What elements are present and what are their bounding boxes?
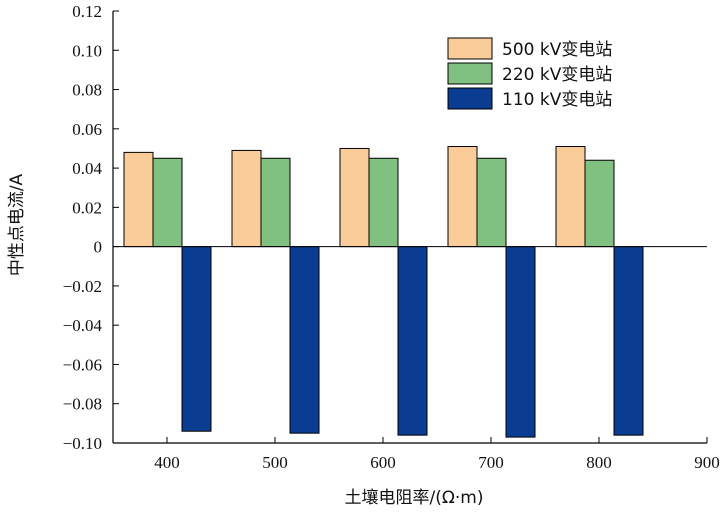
- bar: [368, 157, 399, 248]
- bar: [181, 246, 212, 432]
- x-tick-label: 700: [478, 453, 504, 472]
- bar: [584, 159, 615, 248]
- legend: 500 kV变电站 220 kV变电站 110 kV变电站: [447, 37, 612, 110]
- legend-swatch: [447, 87, 493, 110]
- bar: [231, 149, 262, 248]
- y-tick-label: −0.02: [63, 277, 102, 296]
- x-tick-label: 400: [154, 453, 180, 472]
- x-axis-label: 土壤电阻率/(Ω·m): [345, 487, 484, 508]
- legend-swatch: [447, 62, 493, 85]
- bar: [447, 145, 478, 248]
- bar: [152, 157, 183, 248]
- axes-group: 0.12 0.10 0.08 0.06 0.04 0.02 0 −0.02 −0.04 −0.06…: [63, 2, 720, 472]
- x-tick-label: 800: [586, 453, 612, 472]
- bar: [123, 151, 154, 248]
- bar: [397, 246, 428, 436]
- y-tick-label: 0.02: [72, 198, 102, 217]
- x-tick-label: 600: [370, 453, 396, 472]
- y-tick-label: 0: [94, 238, 103, 257]
- y-tick-label: −0.06: [63, 355, 102, 374]
- bar: [613, 246, 644, 436]
- y-tick-label: 0.10: [72, 41, 102, 60]
- bar: [476, 157, 507, 248]
- y-tick-label: −0.08: [63, 395, 102, 414]
- bars-group: [123, 145, 644, 438]
- legend-swatch: [447, 37, 493, 60]
- bar: [505, 246, 536, 438]
- bar: [289, 246, 320, 434]
- bar: [555, 145, 586, 248]
- y-tick-label: 0.12: [72, 2, 102, 21]
- y-axis-label: 中性点电流/A: [7, 173, 27, 276]
- x-tick-label: 500: [262, 453, 288, 472]
- x-tick-label: 900: [694, 453, 720, 472]
- y-tick-label: 0.04: [72, 159, 102, 178]
- y-tick-label: −0.04: [63, 316, 103, 335]
- bar: [260, 157, 291, 248]
- legend-label: 220 kV变电站: [502, 65, 612, 85]
- y-tick-label: −0.10: [63, 434, 102, 453]
- y-tick-label: 0.06: [72, 120, 102, 139]
- legend-label: 110 kV变电站: [502, 90, 612, 110]
- legend-label: 500 kV变电站: [502, 40, 612, 60]
- bar: [339, 147, 370, 248]
- y-tick-label: 0.08: [72, 81, 102, 100]
